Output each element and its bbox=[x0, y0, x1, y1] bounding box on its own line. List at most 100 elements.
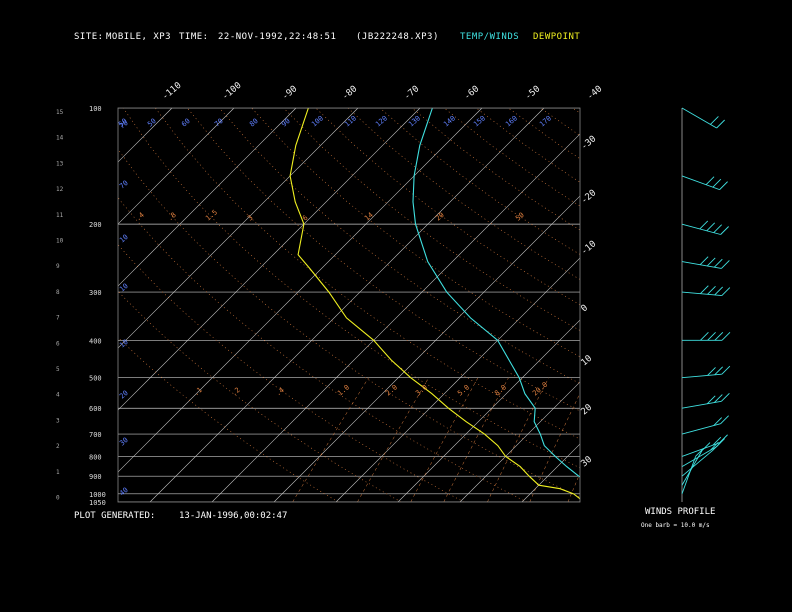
wind-barb-shaft bbox=[681, 400, 722, 409]
dry-adiabat bbox=[118, 197, 528, 502]
theta-label: 160 bbox=[504, 114, 519, 128]
dry-adiabat bbox=[251, 108, 580, 358]
wind-barb-flag bbox=[713, 258, 723, 268]
mixing-ratio-label: 2.0 bbox=[384, 383, 399, 397]
dry-adiabat bbox=[508, 108, 580, 160]
theta-left-label: 10 bbox=[118, 282, 130, 294]
time-label: TIME: bbox=[179, 32, 209, 42]
wind-barb-flag bbox=[720, 415, 729, 425]
height-label: 12 bbox=[56, 186, 64, 193]
theta-left-label: 70 bbox=[118, 179, 130, 191]
wind-barb-flag bbox=[707, 367, 716, 376]
height-label: 15 bbox=[56, 109, 64, 116]
wind-barb-flag bbox=[699, 256, 709, 266]
isotherm-line bbox=[118, 108, 297, 287]
wind-barb-flag bbox=[701, 442, 711, 451]
mixing-ratio-label: 8.0 bbox=[493, 383, 508, 397]
wind-barb-flag bbox=[710, 116, 719, 125]
wind-barb-flag bbox=[707, 285, 716, 295]
isotherm-line bbox=[397, 319, 580, 502]
wind-barb-flag bbox=[712, 178, 722, 188]
top-isotherm-label: -50 bbox=[524, 84, 543, 102]
wind-barb-shaft bbox=[681, 456, 697, 494]
isotherm-line bbox=[0, 108, 48, 502]
temperature-profile bbox=[412, 108, 580, 478]
isotherm-line bbox=[211, 133, 580, 502]
wind-barb-flag bbox=[721, 365, 731, 375]
wind-barb-flag bbox=[706, 222, 716, 232]
wind-barb-flag bbox=[721, 331, 731, 341]
winds-profile-note: One barb = 10.0 m/s bbox=[641, 522, 710, 529]
height-label: 2 bbox=[56, 443, 60, 450]
mixing-ratio-line bbox=[357, 377, 429, 502]
mixing-ratio-label: .4 bbox=[274, 386, 286, 398]
dry-adiabat bbox=[476, 108, 580, 183]
mixing-ratio-line bbox=[529, 392, 580, 502]
dry-adiabat bbox=[122, 108, 580, 469]
wind-barb-flag bbox=[716, 119, 725, 129]
top-isotherm-label: -70 bbox=[403, 84, 422, 102]
mixing-ratio-label: 1.0 bbox=[336, 383, 351, 397]
theta-label: 150 bbox=[472, 114, 487, 128]
wind-barb-flag bbox=[700, 285, 709, 295]
theta-label: 100 bbox=[310, 114, 325, 128]
legend-temp: TEMP/WINDS bbox=[460, 32, 520, 42]
dry-adiabat bbox=[637, 108, 792, 502]
theta-label: 110 bbox=[343, 114, 358, 128]
mixing-ratio-label-200: 20 bbox=[434, 211, 446, 223]
pressure-label: 200 bbox=[89, 221, 102, 229]
theta-left-label: 40 bbox=[118, 486, 130, 498]
pressure-label: 600 bbox=[89, 405, 102, 413]
top-isotherm-label: -110 bbox=[161, 81, 184, 103]
theta-label: 60 bbox=[180, 117, 192, 129]
mixing-ratio-label: 5.0 bbox=[456, 383, 471, 397]
mixing-ratio-label-200: 14 bbox=[363, 211, 375, 223]
wind-barb-flag bbox=[719, 181, 728, 190]
wind-barb-flag bbox=[716, 438, 725, 447]
plot-generated-value: 13-JAN-1996,00:02:47 bbox=[179, 511, 288, 521]
dry-adiabat bbox=[219, 108, 580, 384]
right-isotherm-label: -10 bbox=[580, 239, 599, 257]
plot-frame bbox=[117, 107, 581, 503]
wind-barb-flag bbox=[705, 176, 715, 186]
isotherm-line bbox=[521, 443, 580, 502]
time-value: 22-NOV-1992,22:48:51 bbox=[218, 32, 337, 42]
pressure-label: 100 bbox=[89, 105, 102, 113]
isotherm-line bbox=[149, 108, 545, 502]
pressure-label: 800 bbox=[89, 453, 102, 461]
mixing-ratio-line bbox=[292, 377, 369, 502]
height-label: 9 bbox=[56, 263, 60, 270]
plot-generated-label: PLOT GENERATED: bbox=[74, 511, 156, 521]
wind-barb-flag bbox=[712, 436, 722, 446]
wind-barb-flag bbox=[713, 224, 723, 233]
mixing-ratio-label: 3.0 bbox=[414, 383, 429, 397]
isotherm-line bbox=[118, 108, 359, 349]
theta-left-label: 10 bbox=[118, 233, 130, 245]
mixing-ratio-label: 20.0 bbox=[531, 381, 549, 398]
height-label: 11 bbox=[56, 212, 64, 219]
theta-label: 120 bbox=[374, 114, 389, 128]
pressure-label: 500 bbox=[89, 375, 102, 383]
isotherm-line bbox=[335, 257, 580, 502]
theta-left-label: 20 bbox=[118, 389, 130, 401]
isotherm-line bbox=[118, 108, 235, 225]
dry-adiabat bbox=[669, 108, 792, 502]
isotherm-line bbox=[584, 108, 792, 502]
height-label: 10 bbox=[56, 238, 64, 245]
wind-barb-flag bbox=[713, 417, 723, 426]
mixing-ratio-label: .1 bbox=[192, 386, 204, 398]
dry-adiabat bbox=[411, 108, 580, 231]
pressure-label: 1000 bbox=[89, 491, 106, 499]
top-isotherm-label: -60 bbox=[463, 84, 482, 102]
legend-dew: DEWPOINT bbox=[533, 32, 581, 42]
theta-label: 140 bbox=[442, 114, 457, 128]
height-label: 0 bbox=[56, 495, 60, 502]
dry-adiabat bbox=[347, 108, 580, 280]
dewpoint-profile bbox=[289, 108, 580, 500]
mixing-ratio-label-200: 3 bbox=[246, 214, 254, 223]
wind-barb-shaft bbox=[681, 450, 713, 477]
wind-barb-flag bbox=[699, 220, 709, 230]
dry-adiabat bbox=[118, 337, 339, 502]
right-isotherm-label: -30 bbox=[580, 134, 599, 152]
